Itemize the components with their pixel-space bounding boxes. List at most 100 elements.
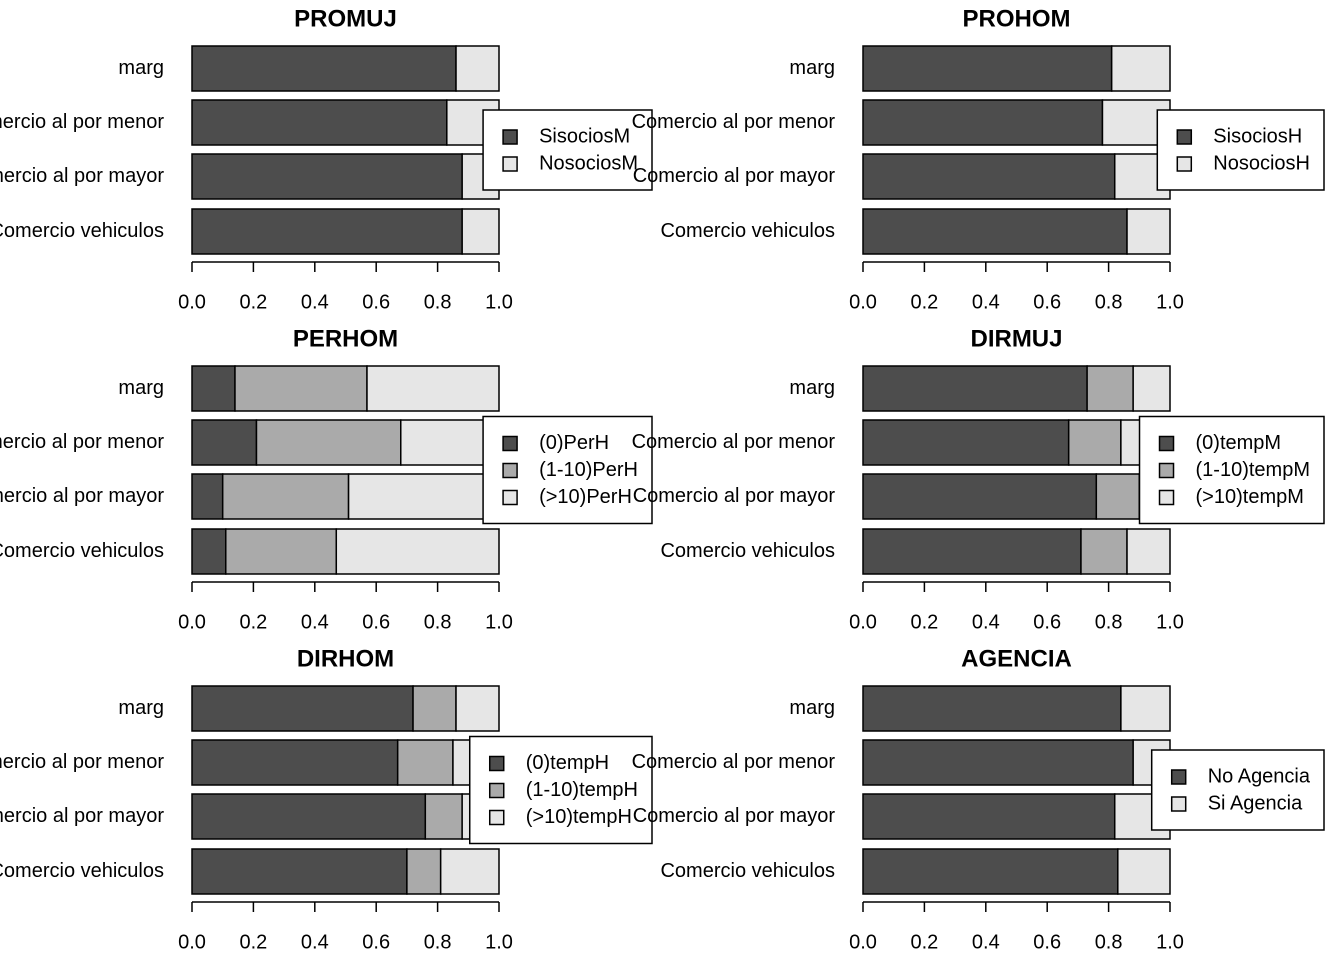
legend-box	[1150, 749, 1325, 831]
bar-segment	[1086, 365, 1134, 412]
x-tick-label: 0.8	[1095, 291, 1123, 313]
category-label: Comercio vehiculos	[660, 220, 835, 242]
bar-segment	[191, 739, 399, 786]
bar-segment	[862, 793, 1116, 840]
x-tick-label: 0.0	[178, 611, 206, 633]
bar-segment	[455, 45, 500, 92]
x-tick-label: 0.4	[301, 291, 329, 313]
category-label: Comercio al por menor	[632, 111, 836, 133]
legend-swatch	[488, 809, 505, 826]
x-tick-label: 0.4	[972, 931, 1000, 953]
bar-segment	[191, 473, 224, 520]
legend-swatch	[502, 489, 518, 506]
legend-label: (>10)PerH	[539, 486, 632, 508]
category-label: Comercio vehiculos	[0, 220, 164, 242]
x-tick-label: 1.0	[485, 611, 513, 633]
bar-segment	[862, 365, 1088, 412]
legend-label: (1-10)tempM	[1196, 459, 1310, 481]
bar-segment	[221, 473, 350, 520]
legend-swatch	[1176, 156, 1193, 172]
category-label: Comercio al por mayor	[633, 165, 836, 187]
legend-swatch	[1158, 489, 1175, 506]
bar-segment	[412, 685, 457, 732]
x-tick-label: 0.4	[301, 931, 329, 953]
bar-segment	[191, 45, 457, 92]
legend-label: (0)tempM	[1196, 432, 1282, 454]
x-tick-label: 0.6	[1033, 611, 1061, 633]
panel: PERHOM 0.0 0.2 0.4 0.6 0.8 1.0 marg Comercio al …	[0, 325, 653, 633]
category-label: marg	[789, 57, 835, 79]
x-tick-label: 0.2	[239, 611, 267, 633]
bar-segment	[862, 45, 1113, 92]
x-tick-label: 0.2	[239, 291, 267, 313]
legend: (0)tempH (1-10)tempH (>10)tempH	[468, 735, 653, 845]
bar-segment	[191, 848, 408, 895]
panel-title: PROMUJ	[294, 5, 397, 32]
panel: AGENCIA 0.0 0.2 0.4 0.6 0.8 1.0 marg Comercio al…	[632, 645, 1325, 953]
x-tick-label: 1.0	[485, 931, 513, 953]
x-tick-label: 1.0	[485, 291, 513, 313]
x-tick-label: 0.0	[178, 291, 206, 313]
x-tick-label: 0.2	[910, 611, 938, 633]
bar-segment	[862, 99, 1104, 146]
panel-title: AGENCIA	[961, 645, 1072, 672]
bar-segment	[1110, 45, 1171, 92]
bar-segment	[1095, 473, 1141, 520]
legend-swatch	[1170, 796, 1187, 812]
x-tick-label: 1.0	[1156, 931, 1184, 953]
x-tick-label: 0.6	[362, 611, 390, 633]
legend-swatch	[1170, 769, 1187, 785]
legend: (0)tempM (1-10)tempM (>10)tempM	[1138, 415, 1325, 525]
bar-segment	[1126, 528, 1171, 575]
bar-segment	[862, 153, 1116, 200]
category-label: marg	[118, 377, 164, 399]
bar-segment	[439, 848, 500, 895]
bar-segment	[191, 153, 463, 200]
legend-label: (1-10)tempH	[526, 779, 638, 801]
bar-segment	[335, 528, 500, 575]
x-tick-label: 0.8	[424, 931, 452, 953]
legend-label: NosociosH	[1213, 152, 1310, 174]
bar-segment	[1126, 208, 1171, 255]
legend: No Agencia Si Agencia	[1150, 749, 1325, 831]
legend-swatch	[1158, 435, 1175, 452]
x-tick-label: 0.4	[301, 611, 329, 633]
panel-title: DIRHOM	[297, 645, 394, 672]
x-tick-label: 0.8	[1095, 611, 1123, 633]
category-label: marg	[118, 57, 164, 79]
bar-segment	[396, 739, 454, 786]
category-label: Comercio al por mayor	[633, 485, 836, 507]
bar-segment	[1132, 365, 1171, 412]
category-label: Comercio vehiculos	[0, 860, 164, 882]
x-tick-label: 0.0	[849, 931, 877, 953]
panel-title: DIRMUJ	[970, 325, 1062, 352]
panel-title: PERHOM	[293, 325, 398, 352]
panel: DIRMUJ 0.0 0.2 0.4 0.6 0.8 1.0 marg Comercio al …	[632, 325, 1325, 633]
bar-segment	[191, 365, 236, 412]
category-label: Comercio al por menor	[632, 751, 836, 773]
x-tick-label: 0.6	[362, 931, 390, 953]
panel-title: PROHOM	[963, 5, 1071, 32]
x-tick-label: 0.6	[1033, 291, 1061, 313]
bar-segment	[1120, 685, 1171, 732]
category-label: Comercio vehiculos	[660, 540, 835, 562]
bar-segment	[862, 208, 1128, 255]
legend-label: SisociosM	[539, 125, 630, 147]
category-label: Comercio al por mayor	[0, 165, 164, 187]
bar-segment	[1117, 848, 1171, 895]
bar-segment	[424, 793, 463, 840]
bar-segment	[461, 208, 500, 255]
legend-label: (>10)tempH	[526, 806, 632, 828]
bar-segment	[191, 793, 427, 840]
legend-swatch	[488, 782, 505, 799]
legend-box	[482, 109, 653, 191]
legend: SisociosM NosociosM	[482, 109, 653, 191]
bar-segment	[191, 528, 227, 575]
bar-segment	[191, 99, 448, 146]
bar-segment	[366, 365, 500, 412]
bar-segment	[455, 685, 500, 732]
legend-swatch	[1176, 129, 1193, 145]
category-label: Comercio vehiculos	[660, 860, 835, 882]
category-label: Comercio al por mayor	[633, 805, 836, 827]
bar-segment	[862, 739, 1134, 786]
